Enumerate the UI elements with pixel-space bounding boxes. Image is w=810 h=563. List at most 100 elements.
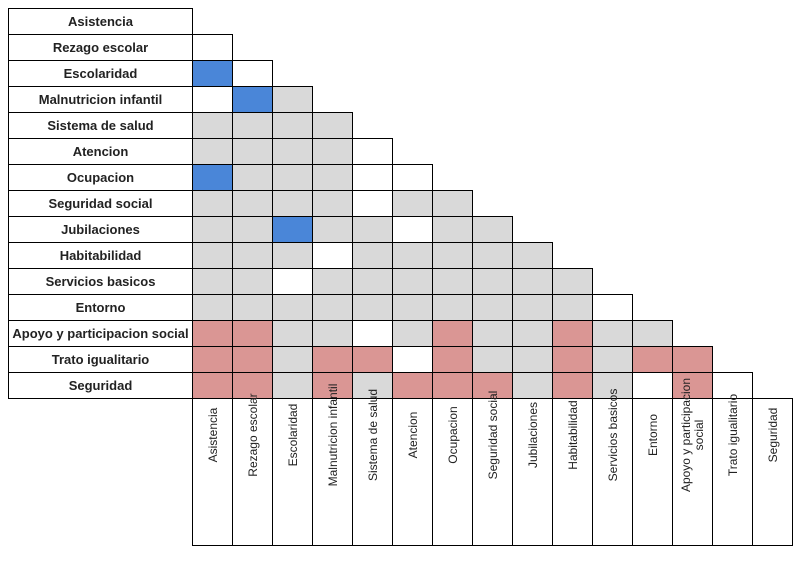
matrix-cell (592, 320, 633, 347)
matrix-cell (272, 294, 313, 321)
column-label-text: Seguridad social (485, 390, 499, 480)
matrix-cell (352, 190, 393, 217)
matrix-cell (552, 294, 593, 321)
matrix-cell (672, 346, 713, 373)
matrix-cell (432, 268, 473, 295)
matrix-cell (192, 34, 233, 61)
matrix-cell (272, 268, 313, 295)
matrix-cell (312, 112, 353, 139)
matrix-cell (312, 216, 353, 243)
matrix-cell (272, 320, 313, 347)
matrix-cell (192, 216, 233, 243)
column-label-text: Atencion (405, 411, 419, 459)
matrix-cell (272, 190, 313, 217)
matrix-cell (312, 138, 353, 165)
matrix-cell (232, 346, 273, 373)
matrix-cell (632, 320, 673, 347)
column-label: Seguridad social (472, 391, 513, 546)
row-label: Sistema de salud (8, 112, 193, 139)
matrix-cell (472, 320, 513, 347)
row-label: Servicios basicos (8, 268, 193, 295)
matrix-cell (232, 164, 273, 191)
matrix-cell (552, 320, 593, 347)
matrix-cell (232, 190, 273, 217)
matrix-cell (192, 138, 233, 165)
column-label-text: Sistema de salud (365, 388, 379, 482)
matrix-cell (312, 320, 353, 347)
matrix-cell (192, 268, 233, 295)
matrix-cell (472, 294, 513, 321)
column-label: Asistencia (192, 398, 233, 546)
column-label-text: Rezago escolar (245, 393, 259, 477)
matrix-cell (232, 112, 273, 139)
matrix-cell (472, 216, 513, 243)
matrix-cell (512, 268, 553, 295)
matrix-cell (352, 164, 393, 191)
matrix-cell (592, 294, 633, 321)
matrix-cell (312, 294, 353, 321)
matrix-cell (312, 190, 353, 217)
column-label: Atencion (392, 398, 433, 546)
row-label: Malnutricion infantil (8, 86, 193, 113)
matrix-cell (512, 242, 553, 269)
matrix-cell (352, 320, 393, 347)
matrix-cell (392, 216, 433, 243)
row-label: Atencion (8, 138, 193, 165)
matrix-cell (392, 164, 433, 191)
column-label: Escolaridad (272, 398, 313, 546)
column-label: Rezago escolar (232, 393, 273, 546)
matrix-cell (392, 242, 433, 269)
column-label-text: Habitabilidad (565, 400, 579, 470)
row-label: Apoyo y participacion social (8, 320, 193, 347)
column-label: Sistema de salud (352, 389, 393, 546)
matrix-cell (352, 294, 393, 321)
row-label: Jubilaciones (8, 216, 193, 243)
matrix-cell (232, 242, 273, 269)
matrix-cell (232, 268, 273, 295)
row-label: Entorno (8, 294, 193, 321)
matrix-cell (392, 190, 433, 217)
matrix-cell (432, 190, 473, 217)
matrix-cell (312, 164, 353, 191)
column-label: Habitabilidad (552, 398, 593, 546)
row-label: Trato igualitario (8, 346, 193, 373)
matrix-cell (512, 294, 553, 321)
row-label: Rezago escolar (8, 34, 193, 61)
matrix-cell (272, 138, 313, 165)
matrix-cell (312, 242, 353, 269)
column-label: Ocupacion (432, 398, 473, 546)
column-label-text: Ocupacion (445, 406, 459, 464)
matrix-cell (232, 216, 273, 243)
row-label: Seguridad (8, 372, 193, 399)
matrix-cell (232, 138, 273, 165)
matrix-cell (272, 86, 313, 113)
matrix-cell (432, 346, 473, 373)
matrix-cell (712, 372, 753, 399)
matrix-cell (392, 268, 433, 295)
matrix-cell (192, 86, 233, 113)
matrix-cell (192, 164, 233, 191)
matrix-cell (312, 268, 353, 295)
column-label: Trato igualitario (712, 394, 753, 546)
matrix-cell (272, 112, 313, 139)
column-label-text: Escolaridad (285, 403, 299, 467)
column-label: Apoyo y participacion social (672, 378, 713, 546)
matrix-cell (472, 346, 513, 373)
column-label-text: Jubilaciones (525, 401, 539, 469)
matrix-cell (552, 268, 593, 295)
matrix-cell (232, 86, 273, 113)
column-label-text: Asistencia (205, 407, 219, 463)
row-label: Habitabilidad (8, 242, 193, 269)
matrix-cell (352, 242, 393, 269)
matrix-cell (352, 216, 393, 243)
column-label-text: Malnutricion infantil (325, 383, 339, 487)
matrix-cell (192, 112, 233, 139)
column-label: Malnutricion infantil (312, 384, 353, 546)
column-label: Entorno (632, 398, 673, 546)
column-label-text: Servicios basicos (605, 388, 619, 482)
column-label: Servicios basicos (592, 389, 633, 546)
row-label: Ocupacion (8, 164, 193, 191)
matrix-cell (432, 320, 473, 347)
matrix-cell (272, 216, 313, 243)
matrix-cell (432, 294, 473, 321)
